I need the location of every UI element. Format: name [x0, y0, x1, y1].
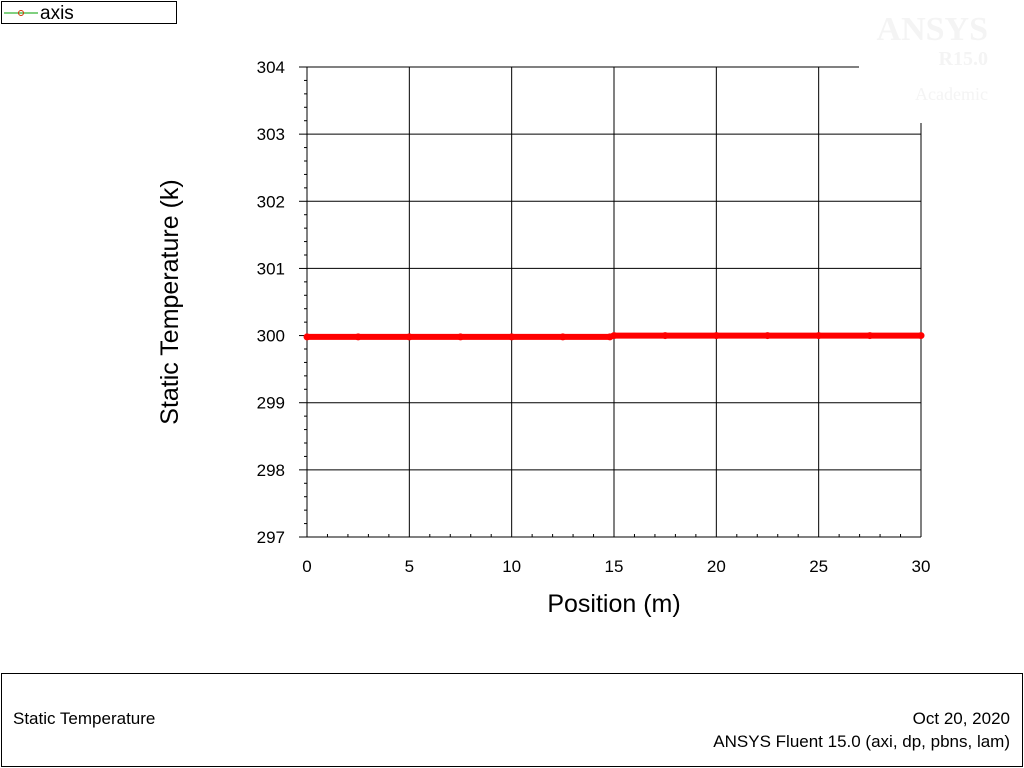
data-point: [303, 333, 311, 341]
legend-marker-icon: [4, 10, 38, 16]
y-axis-label: Static Temperature (k): [156, 179, 184, 424]
data-point: [405, 333, 413, 341]
footer-solver-info: ANSYS Fluent 15.0 (axi, dp, pbns, lam): [713, 732, 1010, 751]
ansys-watermark: ANSYS R15.0 Academic: [876, 11, 988, 105]
data-point: [917, 332, 925, 340]
data-point: [508, 333, 516, 341]
data-point: [712, 332, 720, 340]
data-point: [354, 333, 362, 341]
y-tick-label: 302: [257, 192, 285, 211]
data-point: [866, 332, 874, 340]
x-tick-label: 20: [707, 557, 726, 576]
y-tick-label: 301: [257, 259, 285, 278]
watermark-edition: Academic: [915, 84, 988, 104]
x-tick-label: 10: [502, 557, 521, 576]
y-tick-label: 303: [257, 125, 285, 144]
data-point: [661, 332, 669, 340]
x-tick-label: 25: [809, 557, 828, 576]
data-point: [457, 333, 464, 341]
x-tick-label: 5: [405, 557, 414, 576]
data-point: [610, 332, 618, 340]
watermark-version: R15.0: [938, 48, 988, 70]
footer-date: Oct 20, 2020: [912, 709, 1010, 728]
legend-box: axis: [1, 1, 177, 24]
watermark-brand: ANSYS: [876, 11, 988, 48]
y-tick-label: 304: [257, 58, 285, 77]
legend-label: axis: [40, 3, 74, 24]
y-tick-label: 299: [257, 394, 285, 413]
x-tick-label: 15: [605, 557, 624, 576]
data-point: [815, 332, 823, 340]
xy-plot: 0 5 10 15 20 25 30 297 298 299 300 301 302 303 304 Posi…: [156, 58, 931, 618]
x-axis-label: Position (m): [547, 590, 680, 618]
y-tick-label: 297: [257, 528, 285, 547]
x-tick-label: 0: [302, 557, 311, 576]
y-tick-label: 298: [257, 461, 285, 480]
data-point: [559, 333, 567, 341]
series-axis: [303, 332, 925, 341]
footer-panel: Static Temperature Oct 20, 2020 ANSYS Fl…: [1, 673, 1023, 767]
x-tick-label: 30: [912, 557, 931, 576]
data-point: [764, 332, 771, 340]
footer-title: Static Temperature: [13, 709, 156, 728]
y-tick-label: 300: [257, 327, 285, 346]
